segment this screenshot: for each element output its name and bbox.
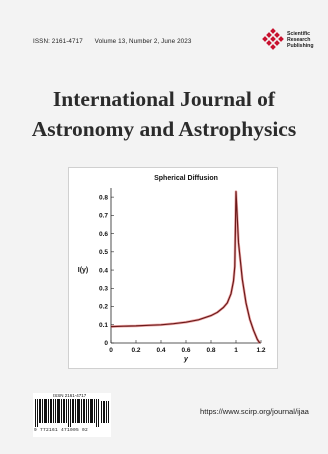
publisher-line3: Publishing [287, 43, 314, 49]
x-tick-label: 0.2 [131, 347, 140, 354]
barcode-icon [35, 399, 109, 427]
y-tick-label: 0.8 [99, 194, 108, 201]
chart-title: Spherical Diffusion [154, 175, 218, 182]
journal-title-line1: International Journal of [52, 87, 276, 111]
publisher-name: Scientific Research Publishing [287, 31, 314, 49]
y-tick-label: 0.7 [99, 213, 108, 220]
x-tick-label: 0.6 [181, 347, 190, 354]
barcode-digits: 9 772161 471005 02 [34, 428, 89, 433]
issn-text: ISSN: 2161-4717 [33, 38, 83, 45]
y-tick-label: 0.5 [99, 249, 108, 256]
journal-url-link[interactable]: https://www.scirp.org/journal/ijaa [200, 407, 309, 416]
barcode-issn: ISSN 2161-4717 [53, 393, 87, 398]
x-axis-label: y [183, 356, 189, 363]
cover-figure: Spherical Diffusion 0 0.2 0.4 0.6 0.8 1 1.2 0 0.1… [68, 167, 278, 369]
series-line [110, 191, 261, 344]
x-tick-label: 1.2 [256, 347, 265, 354]
x-tick-label: 0 [109, 347, 113, 354]
y-tick-label: 0.1 [99, 322, 108, 329]
barcode-block: ISSN 2161-4717 9 772161 471005 02 [33, 393, 111, 437]
scirp-logo-icon [262, 28, 284, 50]
y-tick-label: 0.6 [99, 231, 108, 238]
spherical-diffusion-chart: Spherical Diffusion 0 0.2 0.4 0.6 0.8 1 1.2 0 0.1… [78, 175, 266, 363]
x-tick-label: 0.8 [206, 347, 215, 354]
issue-info: ISSN: 2161-4717 Volume 13, Number 2, Jun… [33, 38, 192, 45]
publisher-line1: Scientific [287, 31, 311, 37]
y-tick-label: 0.4 [99, 267, 108, 274]
volume-text: Volume 13, Number 2, June 2023 [94, 38, 192, 45]
y-axis-label: I(y) [78, 267, 89, 274]
y-tick-label: 0 [104, 340, 108, 347]
x-tick-label: 1 [234, 347, 238, 354]
y-tick-label: 0.2 [99, 304, 108, 311]
journal-title: International Journal of Astronomy and A… [0, 84, 328, 144]
journal-title-line2: Astronomy and Astrophysics [31, 117, 297, 141]
publisher-line2: Research [287, 37, 311, 43]
publisher-logo-block: Scientific Research Publishing [262, 28, 322, 62]
x-tick-label: 0.4 [156, 347, 165, 354]
y-tick-label: 0.3 [99, 285, 108, 292]
